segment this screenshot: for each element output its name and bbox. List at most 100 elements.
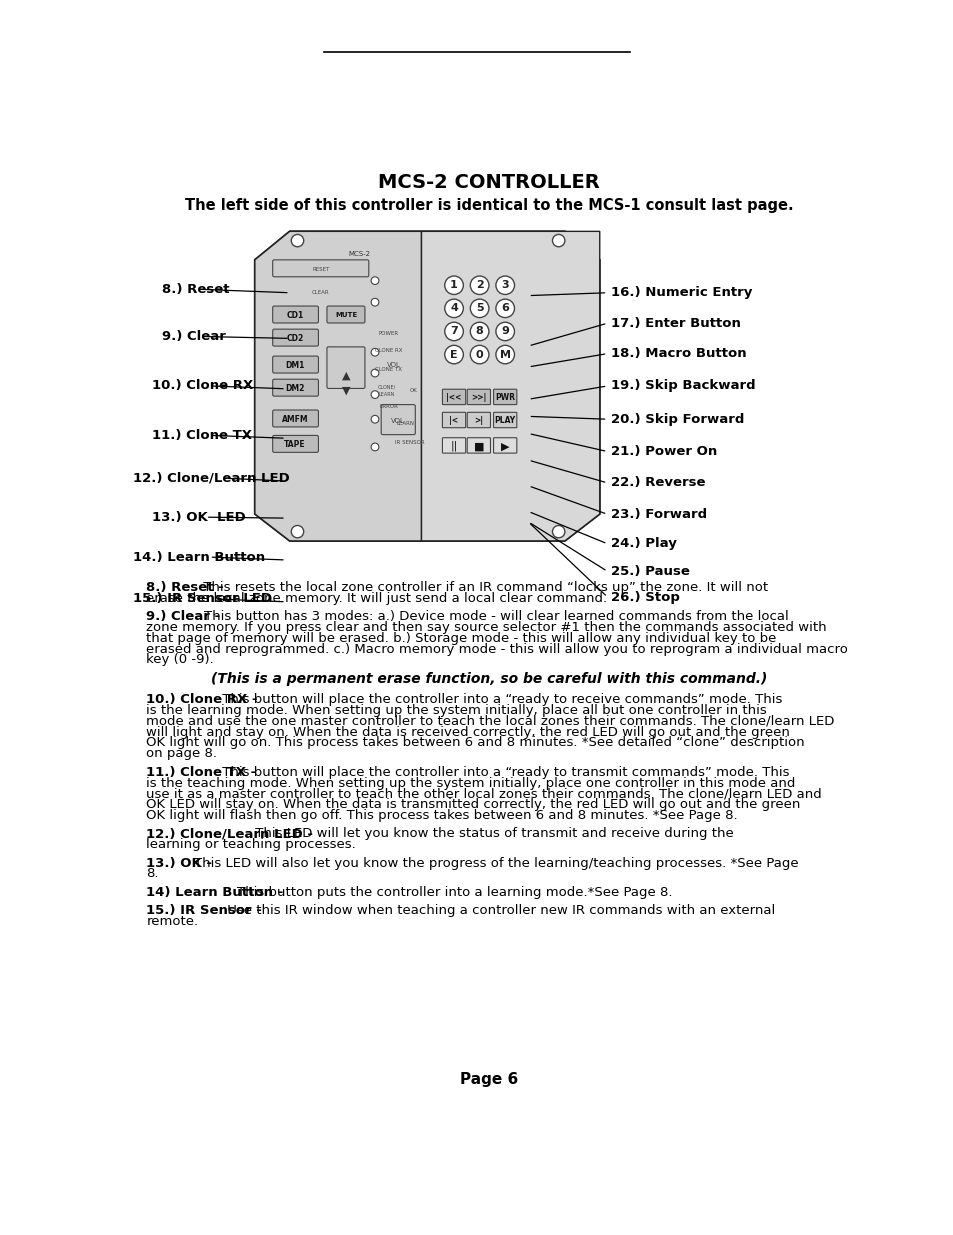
Polygon shape — [421, 231, 599, 541]
FancyBboxPatch shape — [327, 347, 365, 389]
Text: PWR: PWR — [495, 393, 515, 403]
Text: is the teaching mode. When setting up the system initially, place one controller: is the teaching mode. When setting up th… — [146, 777, 795, 789]
Text: VOL: VOL — [391, 417, 405, 424]
Text: >|: >| — [474, 416, 483, 425]
Text: 24.) Play: 24.) Play — [611, 537, 677, 551]
Text: AMFM: AMFM — [281, 415, 308, 424]
Circle shape — [444, 322, 463, 341]
FancyBboxPatch shape — [327, 306, 365, 324]
Text: erase the local zone memory. It will just send a local clear command.: erase the local zone memory. It will jus… — [146, 592, 607, 605]
Text: MUTE: MUTE — [335, 312, 357, 319]
Text: 8.) Reset: 8.) Reset — [162, 283, 229, 296]
Polygon shape — [254, 231, 599, 541]
Text: PLAY: PLAY — [494, 416, 516, 425]
Text: LEARN: LEARN — [378, 391, 395, 398]
FancyBboxPatch shape — [493, 437, 517, 453]
FancyBboxPatch shape — [467, 389, 490, 405]
Text: that page of memory will be erased. b.) Storage mode - this will allow any indiv: that page of memory will be erased. b.) … — [146, 632, 776, 645]
Circle shape — [291, 235, 303, 247]
Text: The left side of this controller is identical to the MCS-1 consult last page.: The left side of this controller is iden… — [185, 199, 792, 214]
Circle shape — [444, 346, 463, 364]
Circle shape — [371, 390, 378, 399]
FancyBboxPatch shape — [273, 356, 318, 373]
Text: 12.) Clone/Learn LED -: 12.) Clone/Learn LED - — [146, 827, 313, 840]
Text: OK light will go on. This process takes between 6 and 8 minutes. *See detailed “: OK light will go on. This process takes … — [146, 736, 804, 750]
Text: 18.) Macro Button: 18.) Macro Button — [611, 347, 746, 361]
Text: 8.: 8. — [146, 867, 159, 881]
Text: will light and stay on. When the data is received correctly, the red LED will go: will light and stay on. When the data is… — [146, 726, 789, 739]
Text: remote.: remote. — [146, 915, 198, 929]
Text: OK LED will stay on. When the data is transmitted correctly, the red LED will go: OK LED will stay on. When the data is tr… — [146, 798, 800, 811]
Circle shape — [371, 299, 378, 306]
FancyBboxPatch shape — [442, 412, 465, 427]
Text: ▶: ▶ — [500, 441, 509, 451]
Text: 10.) Clone RX -: 10.) Clone RX - — [146, 693, 257, 706]
FancyBboxPatch shape — [273, 330, 318, 346]
Text: zone memory. If you press clear and then say source selector #1 then the command: zone memory. If you press clear and then… — [146, 621, 826, 634]
Text: 19.) Skip Backward: 19.) Skip Backward — [611, 379, 755, 393]
FancyBboxPatch shape — [381, 405, 415, 435]
FancyBboxPatch shape — [273, 379, 318, 396]
FancyBboxPatch shape — [273, 436, 318, 452]
FancyBboxPatch shape — [273, 410, 318, 427]
Text: 15.) IR Sensor LED: 15.) IR Sensor LED — [133, 593, 272, 605]
FancyBboxPatch shape — [467, 437, 490, 453]
Text: DM2: DM2 — [285, 384, 305, 393]
Text: 13.) OK  LED: 13.) OK LED — [152, 510, 245, 524]
Text: 1: 1 — [450, 280, 457, 290]
Text: |<: |< — [449, 416, 458, 425]
Text: RESET: RESET — [312, 267, 329, 272]
FancyBboxPatch shape — [493, 412, 517, 427]
Text: 11.) Clone TX -: 11.) Clone TX - — [146, 766, 256, 779]
Text: 6: 6 — [500, 304, 509, 314]
Text: 14) Learn Button -: 14) Learn Button - — [146, 885, 288, 899]
Text: OK light will flash then go off. This process takes between 6 and 8 minutes. *Se: OK light will flash then go off. This pr… — [146, 809, 738, 821]
Text: 5: 5 — [476, 304, 483, 314]
Text: MCS-2 CONTROLLER: MCS-2 CONTROLLER — [377, 173, 599, 193]
Text: >>|: >>| — [471, 393, 486, 403]
Circle shape — [371, 415, 378, 424]
Text: OK: OK — [410, 388, 417, 393]
Text: CD2: CD2 — [286, 333, 303, 343]
Text: ▲: ▲ — [342, 372, 350, 382]
Circle shape — [371, 369, 378, 377]
Text: 10.) Clone RX: 10.) Clone RX — [152, 379, 253, 393]
Text: CLONE/: CLONE/ — [377, 384, 395, 389]
Text: 9: 9 — [500, 326, 509, 336]
FancyBboxPatch shape — [493, 389, 517, 405]
Text: 3: 3 — [501, 280, 509, 290]
Text: DM1: DM1 — [285, 361, 305, 369]
Text: (This is a permanent erase function, so be careful with this command.): (This is a permanent erase function, so … — [211, 672, 766, 685]
Text: 11.) Clone TX: 11.) Clone TX — [152, 429, 252, 442]
FancyBboxPatch shape — [467, 412, 490, 427]
Text: key (0 -9).: key (0 -9). — [146, 653, 213, 667]
Text: 20.) Skip Forward: 20.) Skip Forward — [611, 412, 744, 426]
Circle shape — [470, 299, 488, 317]
Text: MCS-2: MCS-2 — [348, 251, 370, 257]
Text: 17.) Enter Button: 17.) Enter Button — [611, 316, 740, 330]
FancyBboxPatch shape — [442, 437, 465, 453]
Text: ■: ■ — [473, 441, 483, 451]
Text: VOL: VOL — [387, 362, 401, 368]
Text: ▼: ▼ — [342, 385, 350, 395]
Text: 23.) Forward: 23.) Forward — [611, 508, 707, 521]
Text: This button has 3 modes: a.) Device mode - will clear learned commands from the : This button has 3 modes: a.) Device mode… — [203, 610, 787, 624]
Polygon shape — [254, 231, 421, 541]
Circle shape — [371, 348, 378, 356]
Text: This LED will also let you know the progress of the learning/teaching processes.: This LED will also let you know the prog… — [193, 857, 798, 869]
Text: 7: 7 — [450, 326, 457, 336]
Text: E: E — [450, 350, 457, 359]
FancyBboxPatch shape — [442, 389, 465, 405]
Text: This LED will let you know the status of transmit and receive during the: This LED will let you know the status of… — [251, 827, 733, 840]
Text: IR SENSOR: IR SENSOR — [395, 440, 424, 445]
Text: 15.) IR Sensor -: 15.) IR Sensor - — [146, 904, 262, 918]
Circle shape — [496, 346, 514, 364]
Text: 16.) Numeric Entry: 16.) Numeric Entry — [611, 287, 752, 299]
Text: This button will place the controller into a “ready to transmit commands” mode. : This button will place the controller in… — [217, 766, 788, 779]
Text: TAPE: TAPE — [284, 440, 306, 450]
Text: This resets the local zone controller if an IR command “locks up” the zone. It w: This resets the local zone controller if… — [198, 580, 767, 594]
Text: |<<: |<< — [446, 393, 461, 403]
Text: 26.) Stop: 26.) Stop — [611, 590, 679, 604]
Text: 21.) Power On: 21.) Power On — [611, 445, 717, 458]
Circle shape — [444, 275, 463, 294]
